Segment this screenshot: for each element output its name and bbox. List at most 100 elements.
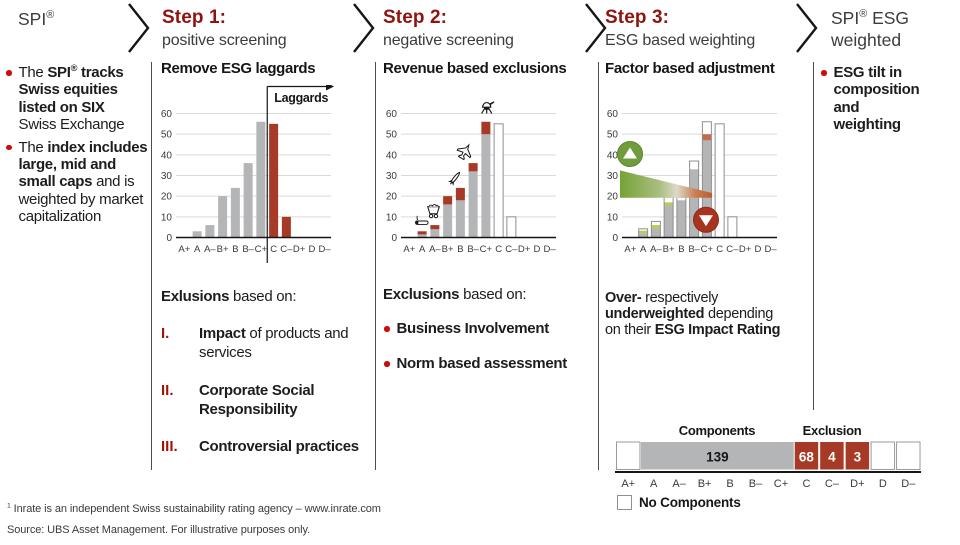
x-axis-label: B– — [688, 244, 700, 255]
x-axis-label: A+ — [624, 244, 636, 255]
x-axis-label: B+ — [663, 244, 675, 255]
chevron-right-icon — [128, 3, 150, 53]
bar-C — [269, 123, 279, 238]
y-axis-label: 0 — [612, 233, 618, 244]
strip-segment-exclusion: 68 — [794, 442, 819, 470]
result-title-line: weighted — [831, 29, 902, 50]
strip-segment-empty — [616, 441, 641, 470]
text-line: The index includes — [18, 138, 148, 156]
components-label: Components — [678, 423, 756, 438]
bar-A — [192, 231, 202, 238]
bar-segment-kept — [417, 234, 427, 238]
column-divider — [151, 62, 152, 470]
bar-B+ — [443, 196, 453, 238]
step3-subtitle: ESG based weighting — [605, 32, 756, 49]
components-strip-chart: 139 68 4 3 A+ A A– B+ B B– C+ C C– D+ D D– — [615, 441, 922, 490]
text-line: composition — [833, 81, 920, 99]
bullet-icon — [384, 326, 390, 332]
strip-segment-empty — [896, 441, 921, 470]
y-axis-label: 30 — [607, 171, 619, 182]
bar-C — [493, 123, 504, 239]
bar-segment-kept — [481, 134, 491, 238]
x-axis-label: B — [678, 244, 684, 255]
exclusion-bullet-text: Norm based assessment — [396, 355, 568, 372]
y-axis-label: 10 — [161, 212, 173, 223]
bullet-icon — [6, 70, 12, 76]
bar-segment-excluded — [417, 231, 427, 235]
text-line: services — [199, 343, 252, 361]
bar-B– — [243, 163, 253, 238]
text-line: Controversial practices — [199, 438, 359, 455]
y-axis-label: 40 — [386, 150, 398, 161]
exclusion-item-text: Corporate Social Responsibility — [199, 382, 315, 419]
x-axis-label: D– — [319, 244, 332, 255]
step1-notes-heading: Exlusions based on: — [161, 288, 297, 305]
x-axis-label: C+ — [255, 244, 268, 255]
bar-C– — [281, 216, 291, 238]
x-axis-label: D+ — [518, 244, 531, 255]
down-triangle-icon — [699, 215, 713, 227]
x-axis-label: C — [270, 244, 277, 255]
spi-bullet-item: The index includes large, mid and small ca… — [6, 139, 151, 225]
y-axis-label: 20 — [607, 192, 619, 203]
strip-axis-label: C — [802, 478, 810, 490]
roman-numeral: III. — [161, 438, 178, 455]
y-axis-label: 30 — [386, 171, 398, 182]
strip-axis-label: A — [650, 478, 658, 490]
bar-segment-kept — [455, 200, 465, 238]
exclusion-item-text: Controversial practices — [199, 438, 359, 457]
x-axis-label: A — [640, 244, 647, 255]
y-axis-label: 60 — [161, 109, 173, 120]
text-line: Corporate Social — [199, 382, 315, 399]
weighting-wedge — [620, 170, 712, 198]
no-components-swatch — [617, 495, 632, 510]
strip-axis-label: D — [879, 478, 887, 490]
text-line: small caps and is — [18, 173, 135, 191]
strip-axis-label: C+ — [774, 478, 788, 490]
no-components-legend: No Components — [617, 495, 741, 510]
bar-segment-kept — [205, 225, 215, 238]
x-axis-label: C– — [505, 244, 518, 255]
x-axis-label: D– — [544, 244, 557, 255]
roman-numeral: I. — [161, 325, 170, 342]
bar-segment-excluded — [430, 225, 440, 230]
strip-axis-label: B– — [749, 478, 763, 490]
bar-segment-kept — [256, 121, 266, 238]
bar-segment-kept — [702, 140, 712, 238]
step3-bar-chart: 0 10 20 30 40 50 60 A+ A A– B+ B B– C+ C C– D+ D D– — [607, 109, 778, 255]
bar-C+ — [256, 121, 266, 238]
bullet-icon — [6, 144, 12, 151]
bar-segment-down — [702, 134, 712, 141]
x-axis-label: D+ — [739, 244, 752, 255]
strip-segment-value: 139 — [706, 449, 729, 464]
text-line: ESG tilt in — [833, 64, 903, 81]
exclusion-bullet: Norm based assessment — [384, 355, 567, 372]
step2-header: Step 2: negative screening — [383, 7, 514, 50]
bar-C– — [506, 216, 517, 238]
bar-frame-fill — [494, 123, 504, 238]
bar-segment-kept — [192, 231, 202, 238]
y-axis-label: 50 — [607, 130, 619, 141]
step2-subtitle: negative screening — [383, 32, 514, 49]
fighter-jet-icon — [456, 143, 472, 161]
strip-axis-label: A+ — [621, 478, 635, 490]
x-axis-label: C– — [726, 244, 739, 255]
step1-chart-title: Remove ESG laggards — [161, 60, 316, 77]
x-axis-label: B — [457, 244, 463, 255]
y-axis-label: 40 — [161, 150, 173, 161]
bar-segment-kept — [230, 187, 240, 238]
bar-A — [638, 228, 649, 238]
missile-icon — [448, 171, 461, 186]
text-line: weighting — [833, 115, 902, 133]
x-axis-label: B+ — [442, 244, 454, 255]
result-title-line: SPI® ESG — [831, 8, 910, 28]
x-axis-label: D+ — [293, 244, 306, 255]
bar-C+ — [481, 121, 491, 238]
strip-axis-label: D+ — [850, 478, 864, 490]
step1-bar-chart: 0 10 20 30 40 50 60 A+ A A– B+ B B– C+ C C– D+ D D– Laggard… — [161, 85, 334, 263]
text-line: Impact of products and — [199, 325, 349, 342]
strip-axis-label: B+ — [698, 478, 712, 490]
strip-axis-label: D– — [901, 478, 916, 490]
column-divider — [598, 62, 599, 470]
